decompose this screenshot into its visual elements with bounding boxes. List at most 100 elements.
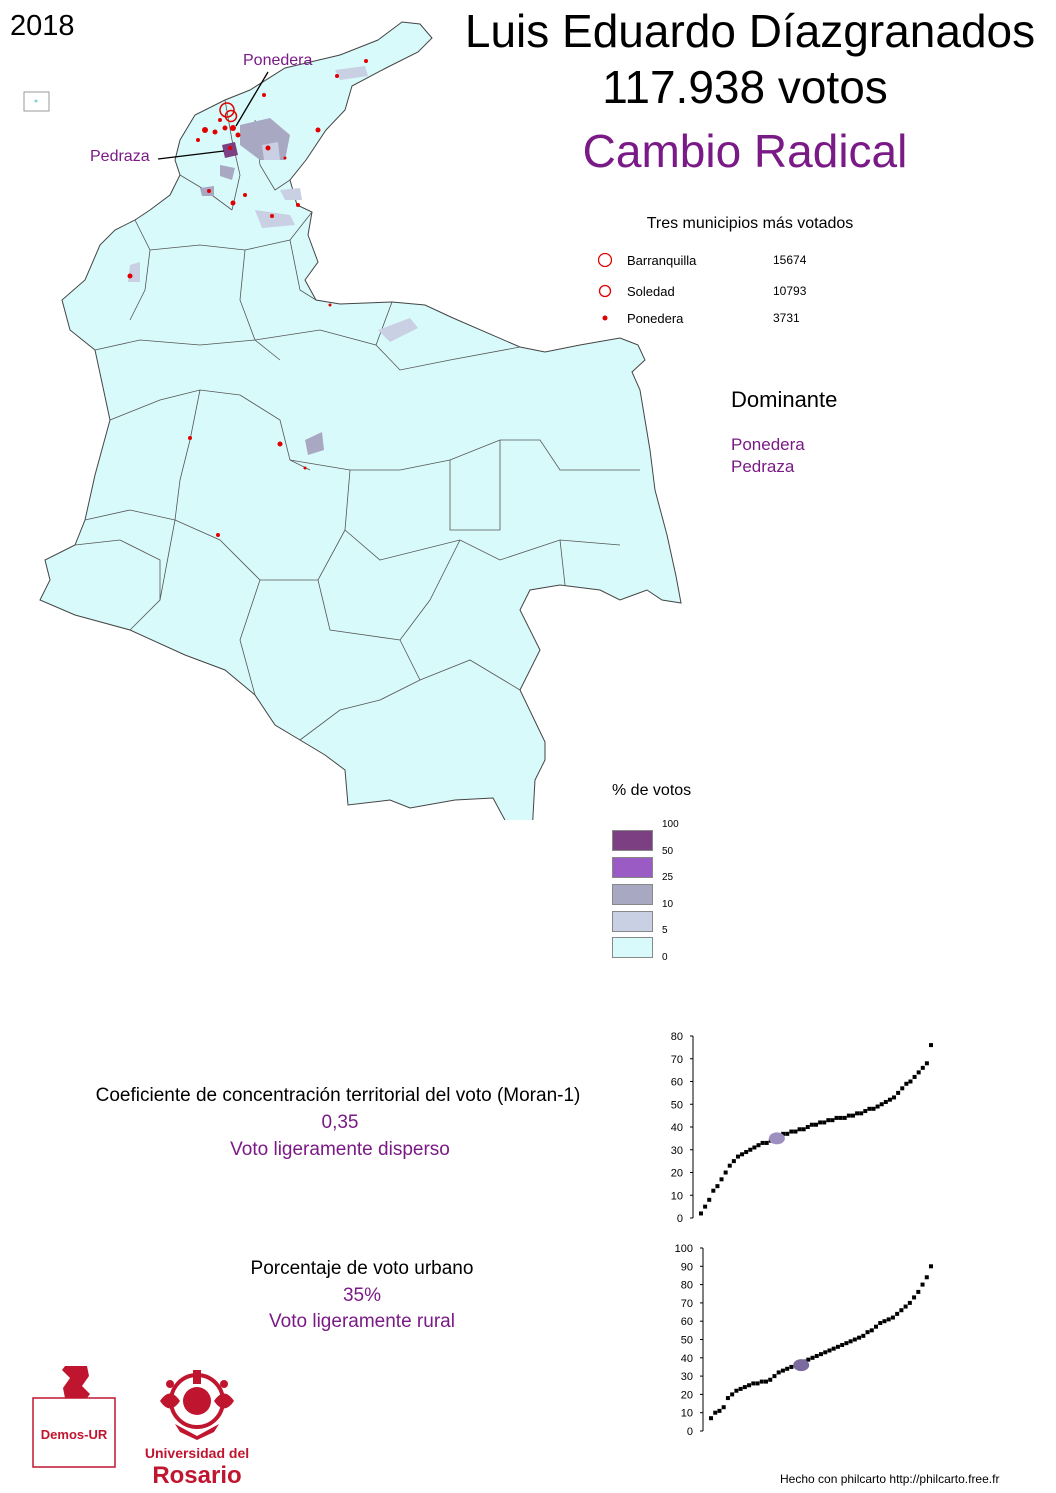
- y-tick-label: 10: [671, 1190, 683, 1202]
- legend-threshold: 25: [662, 872, 674, 883]
- top-municipality-row: Ponedera 3731: [598, 308, 858, 328]
- rosario-university-logo: Universidad del Rosario: [145, 1370, 249, 1488]
- legend-swatch: [612, 884, 653, 905]
- data-point: [920, 1282, 925, 1287]
- department-borders: [74, 99, 640, 741]
- y-tick-label: 30: [671, 1145, 683, 1157]
- data-point: [806, 1357, 811, 1362]
- data-point: [912, 1074, 917, 1079]
- y-tick-label: 90: [681, 1261, 693, 1273]
- data-point: [886, 1317, 891, 1322]
- municipality-votes: 15674: [773, 253, 807, 267]
- data-point: [764, 1379, 768, 1384]
- urban-title: Porcentaje de voto urbano: [250, 1258, 474, 1279]
- data-point: [717, 1408, 722, 1413]
- map-label-pedraza: Pedraza: [90, 148, 150, 165]
- data-point: [859, 1111, 864, 1116]
- urban-distribution-chart: 0 10 20 30 40 50 60 70 80 90 100: [675, 1243, 933, 1438]
- data-point: [887, 1097, 892, 1102]
- y-tick-label: 0: [677, 1213, 683, 1225]
- data-point: [912, 1295, 917, 1300]
- data-point: [924, 1061, 929, 1066]
- data-point: [920, 1065, 925, 1070]
- data-point: [723, 1170, 728, 1175]
- data-point: [830, 1118, 835, 1123]
- data-point: [793, 1129, 798, 1134]
- data-point: [846, 1113, 851, 1118]
- data-point: [869, 1328, 874, 1333]
- legend-threshold: 5: [662, 925, 668, 936]
- footer-credit: Hecho con philcarto http://philcarto.fre…: [780, 1472, 1000, 1486]
- moran-distribution-chart: 0 10 20 30 40 50 60 70 80: [671, 1031, 933, 1225]
- y-tick-label: 10: [681, 1408, 693, 1420]
- data-point: [751, 1381, 756, 1386]
- data-point: [731, 1159, 736, 1164]
- data-point: [875, 1104, 880, 1109]
- moran-description: Voto ligeramente disperso: [230, 1139, 450, 1160]
- data-point: [900, 1086, 905, 1091]
- dominant-item: Ponedera: [731, 435, 805, 454]
- data-point: [752, 1145, 757, 1150]
- data-point: [789, 1129, 794, 1134]
- data-point: [760, 1140, 765, 1145]
- red-dot-icon: [602, 315, 608, 321]
- legend-swatch: [612, 857, 653, 878]
- candidate-highlight-point: [768, 1132, 785, 1145]
- y-tick-label: 70: [671, 1054, 683, 1066]
- top-municipality-row: Barranquilla 15674: [598, 250, 858, 270]
- data-point: [707, 1197, 712, 1202]
- data-point: [740, 1152, 745, 1157]
- data-point: [871, 1106, 876, 1111]
- total-votes: 117.938 votos: [602, 61, 888, 113]
- data-point: [835, 1344, 840, 1349]
- y-tick-label: 70: [681, 1298, 693, 1310]
- data-point: [785, 1366, 790, 1371]
- y-tick-label: 100: [675, 1243, 693, 1255]
- data-point: [768, 1377, 773, 1382]
- legend-threshold: 50: [662, 846, 674, 857]
- data-point: [742, 1385, 747, 1390]
- data-point: [883, 1099, 888, 1104]
- data-point: [719, 1177, 724, 1182]
- rosario-logo-line2: Rosario: [152, 1462, 241, 1488]
- dominant-title: Dominante: [731, 387, 838, 412]
- top-municipalities-title: Tres municipios más votados: [646, 215, 854, 232]
- data-point: [863, 1109, 868, 1114]
- data-point: [929, 1264, 933, 1269]
- vote-points: [127, 59, 368, 537]
- data-point: [831, 1346, 836, 1351]
- data-point: [748, 1147, 753, 1152]
- data-point: [890, 1315, 895, 1320]
- candidate-highlight-point: [793, 1359, 810, 1372]
- data-point: [744, 1150, 749, 1155]
- legend-threshold: 10: [662, 899, 674, 910]
- data-point: [715, 1184, 720, 1189]
- y-tick-label: 20: [671, 1168, 683, 1180]
- y-tick-label: 80: [681, 1280, 693, 1292]
- municipality-name: Barranquilla: [627, 253, 697, 268]
- barranquilla-ring: [219, 102, 235, 118]
- data-point: [810, 1355, 815, 1360]
- rosario-logo-line1: Universidad del: [145, 1445, 249, 1461]
- data-point: [759, 1379, 764, 1384]
- soledad-ring: [224, 109, 238, 123]
- legend-swatch: [612, 937, 653, 958]
- data-point: [725, 1396, 730, 1401]
- data-point: [852, 1337, 857, 1342]
- municipality-votes: 3731: [773, 311, 800, 325]
- data-point: [785, 1131, 790, 1136]
- data-point: [857, 1335, 862, 1340]
- data-point: [896, 1090, 901, 1095]
- data-point: [842, 1115, 847, 1120]
- data-point: [907, 1300, 912, 1305]
- data-point: [916, 1070, 921, 1075]
- data-point: [721, 1405, 726, 1410]
- y-tick-label: 0: [687, 1426, 693, 1438]
- urban-description: Voto ligeramente rural: [269, 1311, 455, 1332]
- municipality-votes: 10793: [773, 284, 807, 298]
- legend-threshold: 0: [662, 952, 668, 963]
- data-point: [823, 1350, 828, 1355]
- data-point: [772, 1374, 777, 1379]
- candidate-name: Luis Eduardo Díazgranados: [464, 5, 1036, 57]
- data-point: [822, 1120, 827, 1125]
